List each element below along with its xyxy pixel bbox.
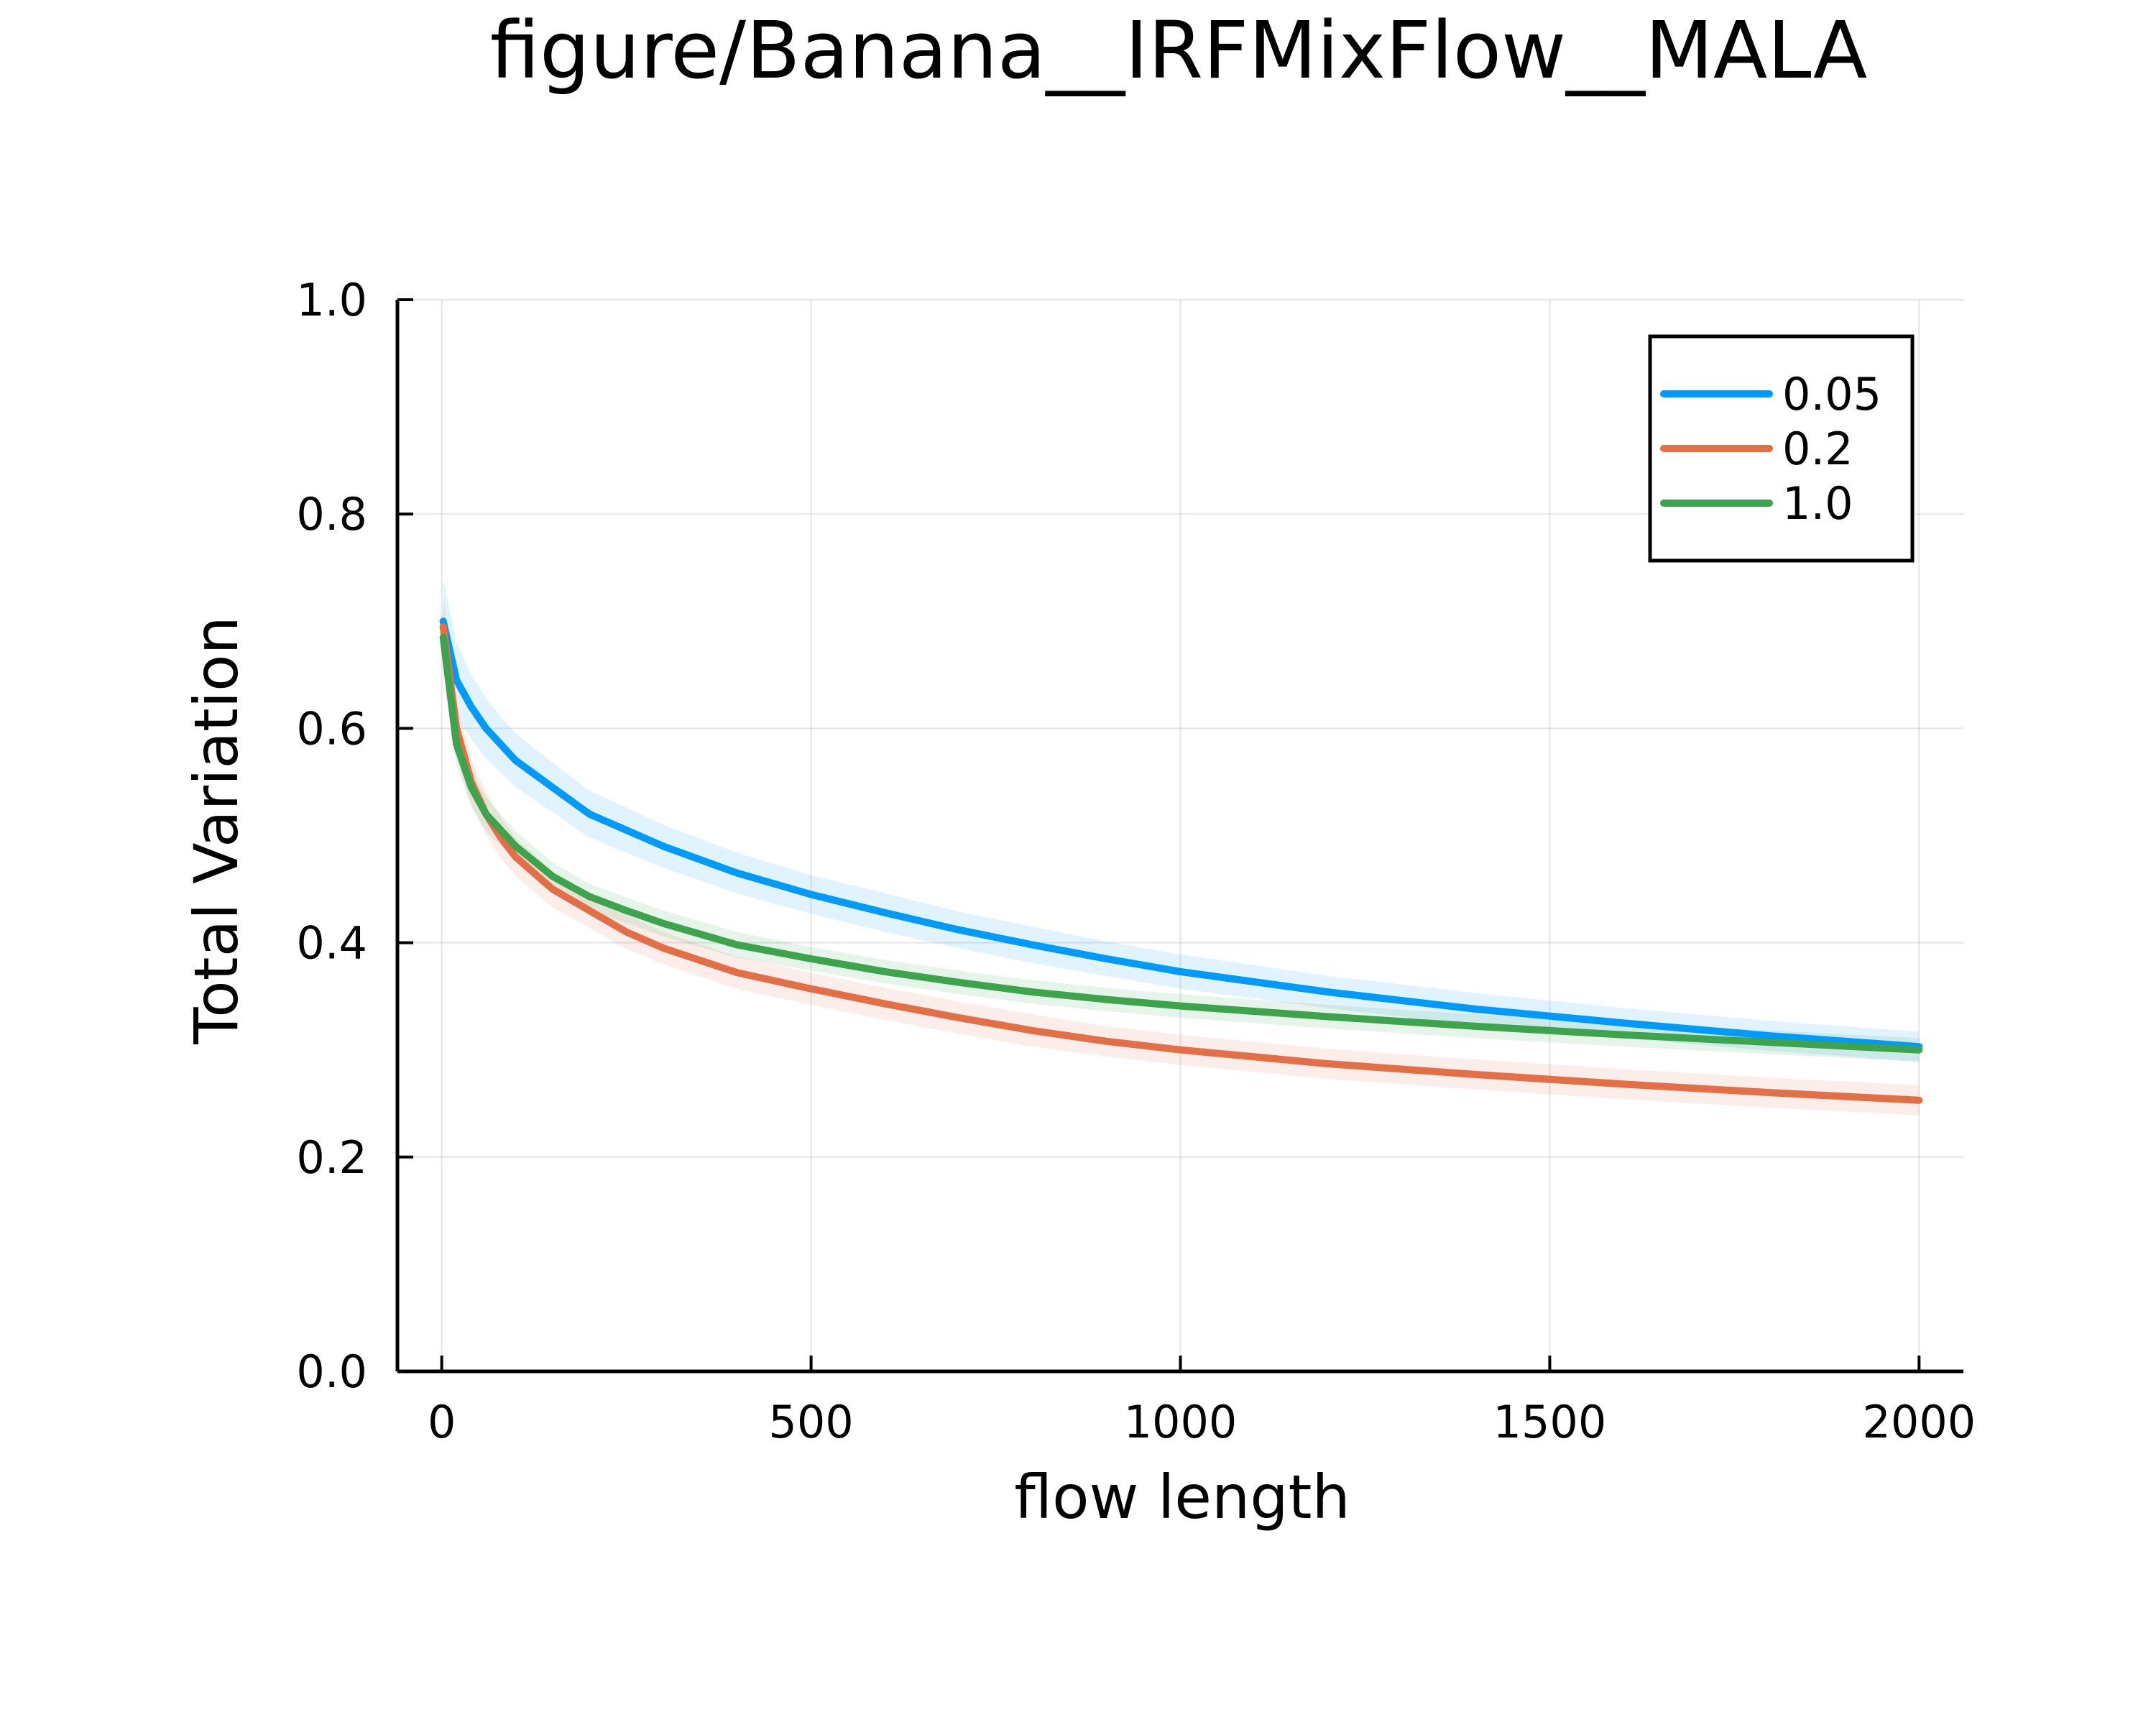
- y-tick-label: 0.0: [296, 1346, 367, 1398]
- x-axis-label: flow length: [1014, 1462, 1350, 1532]
- y-tick-label: 0.8: [296, 488, 367, 540]
- band-0.05: [443, 578, 1920, 1062]
- legend: 0.050.21.0: [1648, 334, 1915, 563]
- axes: [395, 298, 1963, 1374]
- series-line-1.0: [439, 633, 1923, 1054]
- y-axis-label: Total Variation: [181, 616, 252, 1045]
- y-tick-label: 0.2: [296, 1131, 367, 1184]
- y-tick-label: 0.4: [296, 917, 367, 970]
- chart-title: figure/Banana__IRFMixFlow__MALA: [490, 4, 1868, 96]
- confidence-bands: [443, 578, 1920, 1116]
- y-tick-label: 1.0: [296, 274, 367, 326]
- y-tick-label: 0.6: [296, 702, 367, 755]
- x-tick-label: 0: [428, 1396, 456, 1448]
- legend-label-1.0: 1.0: [1782, 477, 1853, 530]
- legend-label-0.05: 0.05: [1782, 368, 1881, 420]
- x-tick-label: 500: [768, 1396, 853, 1448]
- tick-labels: 0 500 1000 1500 2000 0.0 0.2 0.4 0.6 0.8 1.0: [296, 274, 1976, 1448]
- series-line-0.05: [439, 617, 1923, 1051]
- x-tick-label: 1000: [1124, 1396, 1238, 1448]
- series-lines: [439, 617, 1923, 1104]
- x-tick-label: 1500: [1493, 1396, 1607, 1448]
- band-1.0: [443, 604, 1920, 1062]
- legend-label-0.2: 0.2: [1782, 423, 1853, 475]
- band-0.2: [443, 594, 1920, 1116]
- x-tick-label: 2000: [1862, 1396, 1976, 1448]
